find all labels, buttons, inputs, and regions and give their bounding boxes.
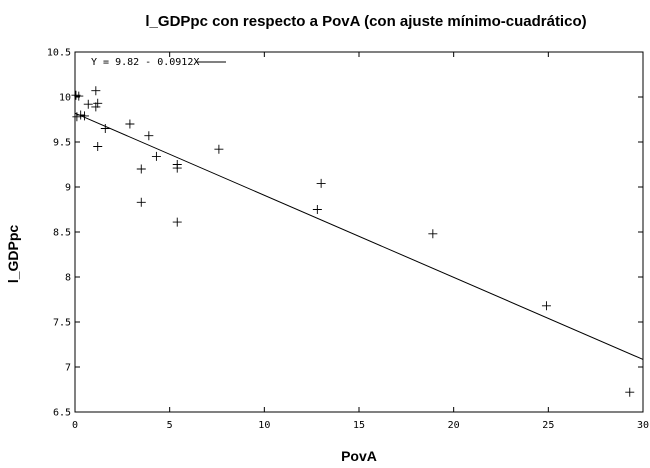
data-point <box>100 124 110 133</box>
data-point <box>76 110 86 120</box>
data-point <box>172 163 182 173</box>
y-axis-ticks: 6.5 7 7.5 8 8.5 9 9.5 10 10.5 <box>47 48 643 419</box>
x-tick-label: 5 <box>167 420 173 431</box>
data-point <box>428 229 438 239</box>
legend: Y = 9.82 - 0.0912X <box>91 57 226 68</box>
y-tick-label: 8 <box>65 273 71 284</box>
data-point <box>136 197 146 207</box>
y-tick-label: 9.5 <box>53 138 71 149</box>
chart-title: l_GDPpc con respecto a PovA (con ajuste … <box>145 13 586 30</box>
data-point <box>91 102 101 112</box>
data-point <box>312 205 322 214</box>
plot-frame <box>74 51 644 413</box>
y-tick-label: 10 <box>59 93 71 104</box>
data-point <box>93 98 103 108</box>
y-tick-label: 9 <box>65 183 71 194</box>
x-tick-label: 20 <box>448 420 460 431</box>
y-tick-label: 7 <box>65 363 71 374</box>
data-point <box>74 91 84 101</box>
data-points <box>71 86 635 397</box>
data-point <box>79 111 89 121</box>
data-point <box>151 151 161 161</box>
x-tick-label: 30 <box>637 420 649 431</box>
y-tick-label: 10.5 <box>47 48 71 59</box>
legend-label: Y = 9.82 - 0.0912X <box>91 57 199 68</box>
x-axis-ticks: 0 5 10 15 20 25 30 <box>72 52 649 431</box>
x-axis-label: PovA <box>341 448 377 464</box>
y-axis-label: l_GDPpc <box>5 225 21 284</box>
y-tick-label: 7.5 <box>53 318 71 329</box>
x-tick-label: 15 <box>353 420 365 431</box>
x-tick-label: 10 <box>258 420 270 431</box>
x-tick-label: 0 <box>72 420 78 431</box>
data-point <box>83 99 93 109</box>
data-point <box>125 119 135 129</box>
data-point <box>625 387 635 397</box>
data-point <box>93 142 103 151</box>
data-point <box>144 131 154 141</box>
fit-line <box>74 112 644 360</box>
data-point <box>214 144 224 154</box>
data-point <box>72 112 82 122</box>
data-point <box>91 86 101 96</box>
data-point <box>541 301 551 311</box>
data-point <box>316 178 326 188</box>
data-point <box>136 164 146 174</box>
data-point <box>172 217 182 227</box>
x-tick-label: 25 <box>542 420 554 431</box>
y-tick-label: 8.5 <box>53 228 71 239</box>
y-tick-label: 6.5 <box>53 408 71 419</box>
